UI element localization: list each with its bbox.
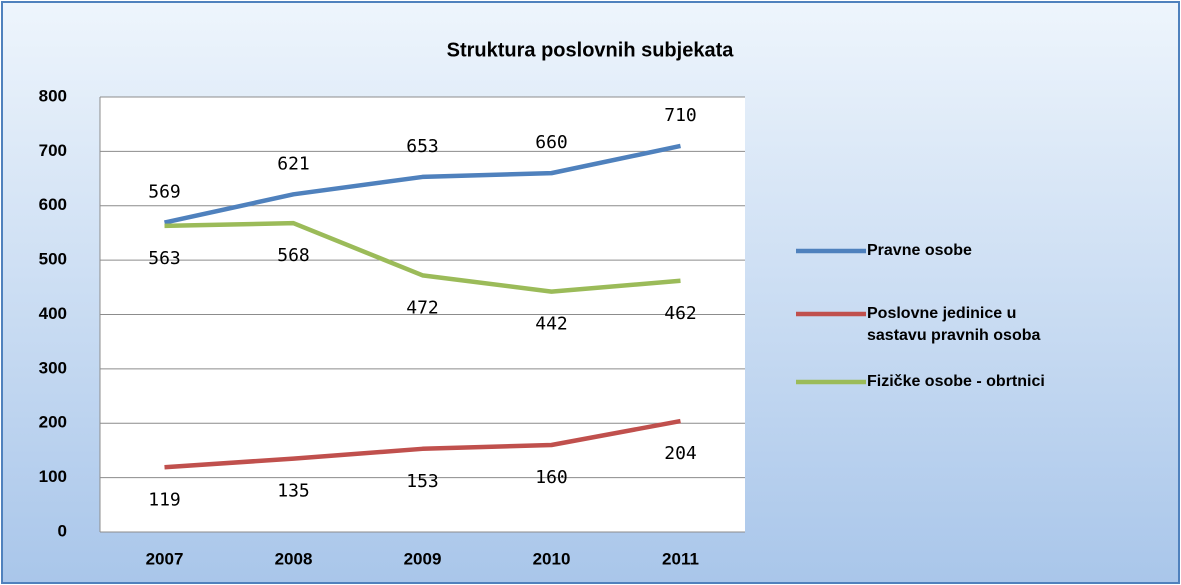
data-label: 660: [535, 132, 568, 153]
chart-title: Struktura poslovnih subjekata: [447, 39, 735, 61]
data-label: 563: [148, 248, 181, 269]
y-tick-label: 500: [39, 250, 67, 269]
data-label: 653: [406, 136, 439, 157]
x-tick-label: 2009: [404, 549, 442, 568]
x-tick-label: 2010: [533, 549, 571, 568]
x-tick-label: 2007: [146, 549, 184, 568]
y-tick-label: 400: [39, 304, 67, 323]
series-line: [164, 143, 681, 225]
y-tick-label: 100: [39, 467, 67, 486]
series-line: [164, 220, 681, 294]
y-tick-label: 300: [39, 358, 67, 377]
y-tick-label: 700: [39, 141, 67, 160]
y-tick-label: 600: [39, 195, 67, 214]
series-line: [164, 418, 681, 470]
data-label: 119: [148, 489, 181, 510]
x-tick-label: 2008: [275, 549, 313, 568]
data-label: 462: [664, 303, 697, 324]
data-label: 569: [148, 182, 181, 203]
data-label: 160: [535, 467, 568, 488]
data-label: 568: [277, 245, 310, 266]
legend-label: Pravne osobe: [867, 242, 972, 259]
data-label: 621: [277, 153, 310, 174]
data-label: 710: [664, 105, 697, 126]
x-tick-label: 2011: [662, 549, 699, 568]
data-label: 153: [406, 471, 439, 492]
legend-label: Poslovne jedinice u sastavu pravnih osob…: [867, 305, 1041, 344]
data-label: 442: [535, 314, 568, 335]
data-label: 135: [277, 481, 310, 502]
y-tick-label: 800: [39, 86, 67, 105]
data-label: 204: [664, 443, 697, 464]
y-tick-label: 200: [39, 413, 67, 432]
data-label: 472: [406, 297, 439, 318]
legend-label: Fizičke osobe - obrtnici: [867, 373, 1045, 390]
y-tick-label: 0: [58, 521, 67, 540]
